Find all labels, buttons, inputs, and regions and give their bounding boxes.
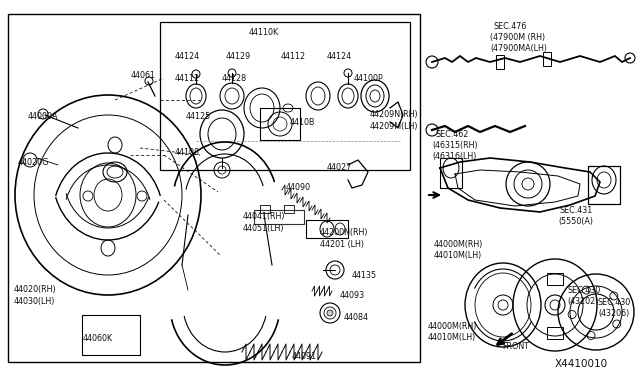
Bar <box>160 22 410 170</box>
Bar <box>547 273 563 285</box>
Bar <box>543 52 551 66</box>
Text: 44129: 44129 <box>226 52 252 61</box>
Text: 44020G: 44020G <box>18 158 49 167</box>
Bar <box>547 327 563 339</box>
Bar <box>588 166 620 204</box>
Text: 4410B: 4410B <box>290 118 316 127</box>
Text: SEC.462: SEC.462 <box>436 130 469 139</box>
Text: 44112: 44112 <box>175 74 200 83</box>
Text: 44084: 44084 <box>344 313 369 322</box>
Text: 44125: 44125 <box>186 112 211 121</box>
Bar <box>8 14 420 362</box>
Text: 44010M(LH): 44010M(LH) <box>428 333 476 342</box>
Bar <box>440 158 462 188</box>
Bar <box>306 220 348 238</box>
Text: X4410010: X4410010 <box>555 359 608 369</box>
Ellipse shape <box>327 310 333 316</box>
Text: (5550(A): (5550(A) <box>558 217 593 226</box>
Text: 44100P: 44100P <box>354 74 384 83</box>
Text: 44091: 44091 <box>292 352 317 361</box>
Text: 44135: 44135 <box>352 271 377 280</box>
Text: (43206): (43206) <box>598 309 629 318</box>
Text: 44201 (LH): 44201 (LH) <box>320 240 364 249</box>
Text: 44200N(RH): 44200N(RH) <box>320 228 369 237</box>
Text: 44041(RH): 44041(RH) <box>243 212 285 221</box>
Text: 44061: 44061 <box>131 71 156 80</box>
Text: 44090: 44090 <box>286 183 311 192</box>
Text: 44110K: 44110K <box>249 28 279 37</box>
Text: (43202): (43202) <box>567 297 598 306</box>
Bar <box>254 210 304 224</box>
Text: 44027: 44027 <box>327 163 352 172</box>
Text: (46315(RH): (46315(RH) <box>432 141 477 150</box>
Bar <box>284 205 294 213</box>
Bar <box>82 315 140 355</box>
Text: (47900M (RH): (47900M (RH) <box>490 33 545 42</box>
Text: 44020(RH): 44020(RH) <box>14 285 56 294</box>
Text: (47900MA(LH): (47900MA(LH) <box>490 44 547 53</box>
Text: 44124: 44124 <box>327 52 352 61</box>
Text: SEC.430: SEC.430 <box>567 286 600 295</box>
Text: 44051(LH): 44051(LH) <box>243 224 285 233</box>
Text: 44112: 44112 <box>281 52 306 61</box>
Text: SEC.431: SEC.431 <box>560 206 593 215</box>
Text: 44093: 44093 <box>340 291 365 300</box>
Text: (46316(LH): (46316(LH) <box>432 152 476 161</box>
Text: 44124: 44124 <box>175 52 200 61</box>
Text: FRONT: FRONT <box>502 342 529 351</box>
Text: 44108: 44108 <box>175 148 200 157</box>
Text: SEC.430: SEC.430 <box>598 298 631 307</box>
Text: 44128: 44128 <box>222 74 247 83</box>
Text: 44000M(RH): 44000M(RH) <box>434 240 483 249</box>
Text: 44010M(LH): 44010M(LH) <box>434 251 483 260</box>
Bar <box>496 55 504 69</box>
Text: SEC.476: SEC.476 <box>494 22 527 31</box>
Bar <box>260 108 300 140</box>
Text: 44060K: 44060K <box>83 334 113 343</box>
Text: 44209N(RH): 44209N(RH) <box>370 110 419 119</box>
Text: 44209M(LH): 44209M(LH) <box>370 122 419 131</box>
Text: 44030(LH): 44030(LH) <box>14 297 56 306</box>
Bar <box>260 205 270 213</box>
Text: 44000A: 44000A <box>28 112 58 121</box>
Text: 44000M(RH): 44000M(RH) <box>428 322 477 331</box>
